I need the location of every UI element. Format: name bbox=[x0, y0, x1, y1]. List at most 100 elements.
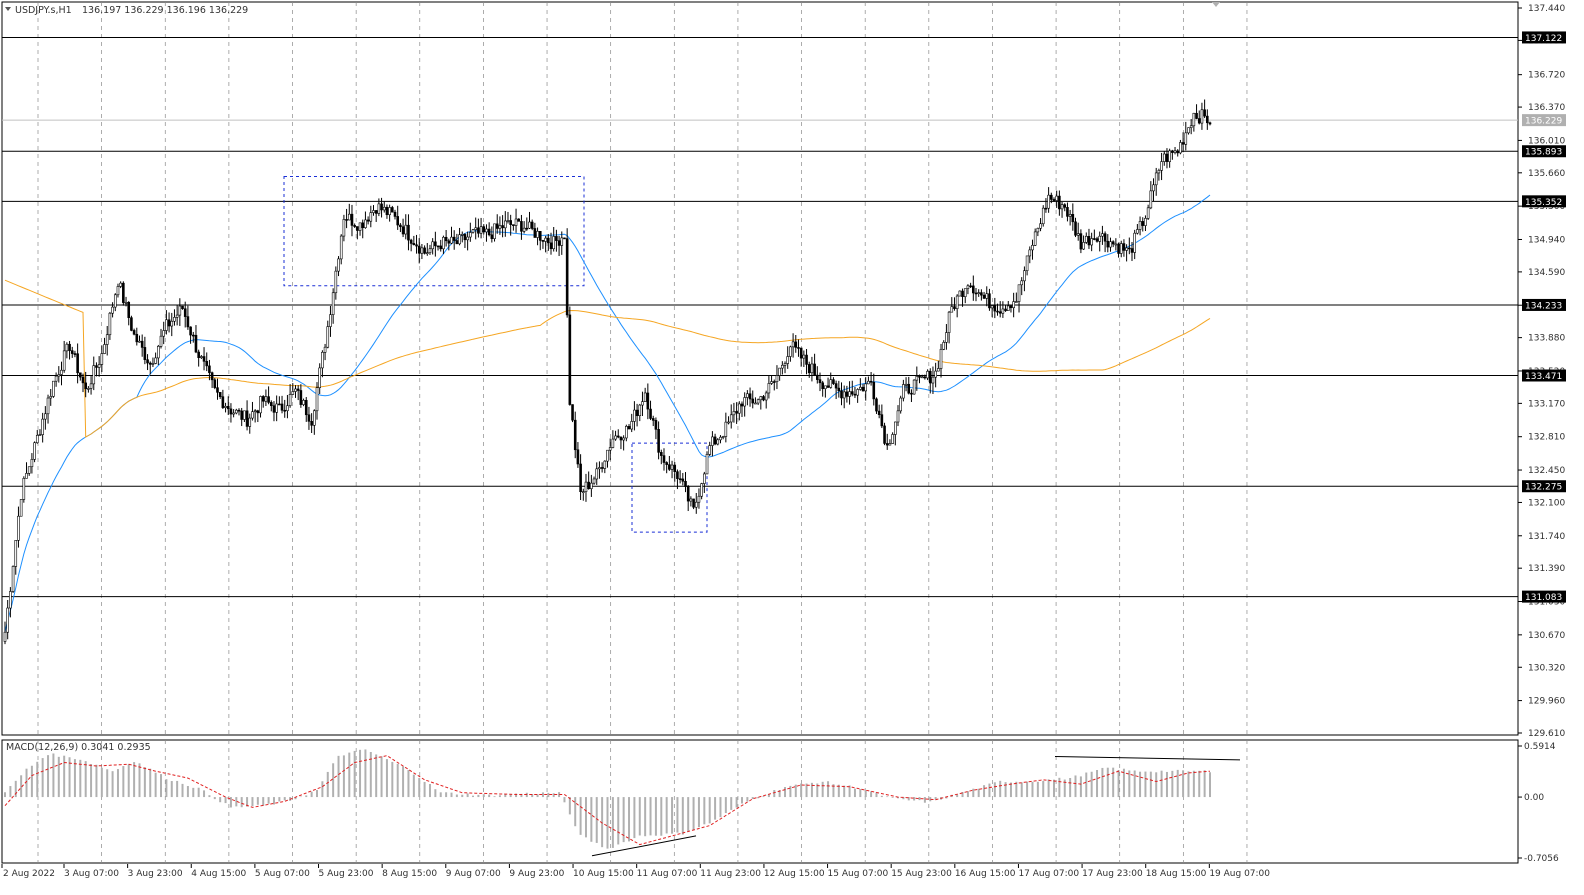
candle-body bbox=[41, 418, 44, 435]
time-tick-label: 3 Aug 07:00 bbox=[64, 869, 119, 879]
candle-body bbox=[945, 332, 948, 343]
candle-body bbox=[385, 206, 389, 216]
candle-body bbox=[269, 402, 273, 406]
candle-body bbox=[942, 342, 946, 350]
candle-body bbox=[240, 410, 243, 420]
candle-body bbox=[1058, 195, 1061, 210]
candle-body bbox=[251, 411, 254, 419]
candle-body bbox=[963, 288, 967, 297]
candle-body bbox=[79, 372, 82, 378]
time-tick-label: 15 Aug 23:00 bbox=[891, 869, 952, 879]
candle-body bbox=[477, 227, 480, 234]
candle-body bbox=[100, 353, 104, 365]
candle-body bbox=[1015, 301, 1018, 303]
reversal-box bbox=[631, 442, 708, 533]
candle-body bbox=[1041, 207, 1045, 225]
candle-body bbox=[261, 396, 265, 402]
candle-body bbox=[988, 293, 991, 309]
candle-body bbox=[915, 375, 919, 381]
candle-body bbox=[727, 421, 730, 424]
candle-body bbox=[781, 364, 784, 369]
candle-body bbox=[313, 410, 316, 426]
candle-body bbox=[452, 236, 456, 241]
candle-body bbox=[1144, 218, 1147, 226]
candle-body bbox=[275, 403, 278, 413]
candle-body bbox=[721, 436, 725, 438]
candle-body bbox=[1076, 233, 1080, 236]
candle-body bbox=[1106, 240, 1110, 248]
candle-body bbox=[278, 403, 281, 406]
candle-body bbox=[1012, 301, 1015, 309]
candle-body bbox=[638, 404, 642, 417]
consolidation-box bbox=[283, 176, 585, 287]
candle-body bbox=[600, 467, 604, 469]
candle-body bbox=[891, 434, 894, 444]
candle-body bbox=[471, 229, 475, 233]
candle-body bbox=[1082, 242, 1085, 250]
candle-body bbox=[1084, 235, 1088, 243]
candle-body bbox=[280, 403, 284, 411]
main-frame bbox=[1, 1, 1519, 736]
shift-marker-icon[interactable] bbox=[1212, 2, 1220, 7]
candle-body bbox=[885, 443, 889, 446]
price-tick-label: 136.370 bbox=[1528, 103, 1565, 113]
candle-body bbox=[65, 343, 69, 352]
candle-body bbox=[659, 452, 663, 456]
candle-body bbox=[127, 302, 131, 318]
candles bbox=[3, 99, 1212, 645]
time-tick-label: 8 Aug 15:00 bbox=[382, 869, 437, 879]
candle-body bbox=[103, 344, 106, 354]
candle-body bbox=[713, 436, 717, 445]
candle-body bbox=[974, 292, 978, 295]
level-price-label: 134.233 bbox=[1525, 301, 1562, 311]
candle-body bbox=[883, 425, 886, 444]
candle-body bbox=[361, 222, 365, 229]
candle-body bbox=[353, 225, 356, 227]
candle-body bbox=[469, 232, 472, 238]
price-tick-label: 133.170 bbox=[1528, 399, 1565, 409]
candle-body bbox=[517, 218, 521, 222]
candle-body bbox=[1122, 243, 1126, 251]
candle-body bbox=[154, 357, 157, 364]
candle-body bbox=[482, 226, 486, 233]
candle-body bbox=[568, 314, 572, 405]
candle-body bbox=[592, 478, 596, 484]
dropdown-triangle-icon[interactable] bbox=[5, 7, 11, 11]
candle-body bbox=[627, 426, 631, 430]
candle-body bbox=[926, 371, 929, 379]
candle-body bbox=[684, 480, 687, 487]
level-price-tag bbox=[1522, 590, 1566, 603]
candle-body bbox=[323, 346, 327, 353]
candle-body bbox=[565, 238, 569, 316]
candle-body bbox=[1181, 142, 1185, 145]
candle-body bbox=[1004, 308, 1007, 311]
candle-body bbox=[264, 396, 268, 402]
candle-body bbox=[770, 381, 773, 384]
candle-body bbox=[1071, 214, 1075, 223]
candle-body bbox=[799, 347, 803, 359]
candle-body bbox=[772, 381, 776, 383]
candle-body bbox=[339, 235, 343, 260]
macd-signal-line bbox=[4, 755, 1211, 846]
candle-body bbox=[622, 437, 625, 441]
candle-body bbox=[1031, 244, 1034, 251]
time-tick-label: 15 Aug 07:00 bbox=[828, 869, 889, 879]
price-tick-label: 130.320 bbox=[1528, 663, 1565, 673]
candle-body bbox=[479, 226, 483, 234]
time-tick-label: 11 Aug 07:00 bbox=[637, 869, 698, 879]
candle-body bbox=[299, 390, 303, 405]
candle-body bbox=[509, 220, 512, 225]
level-price-tag bbox=[1522, 31, 1566, 44]
candle-body bbox=[1006, 305, 1010, 311]
current-price-label: 136.229 bbox=[1525, 117, 1562, 127]
candle-body bbox=[729, 414, 733, 423]
candle-body bbox=[1052, 199, 1056, 201]
time-tick-label: 5 Aug 07:00 bbox=[255, 869, 310, 879]
candle-body bbox=[447, 240, 451, 244]
candle-body bbox=[52, 380, 55, 397]
time-tick-label: 18 Aug 15:00 bbox=[1146, 869, 1207, 879]
candle-body bbox=[337, 258, 340, 272]
candle-body bbox=[598, 467, 601, 470]
